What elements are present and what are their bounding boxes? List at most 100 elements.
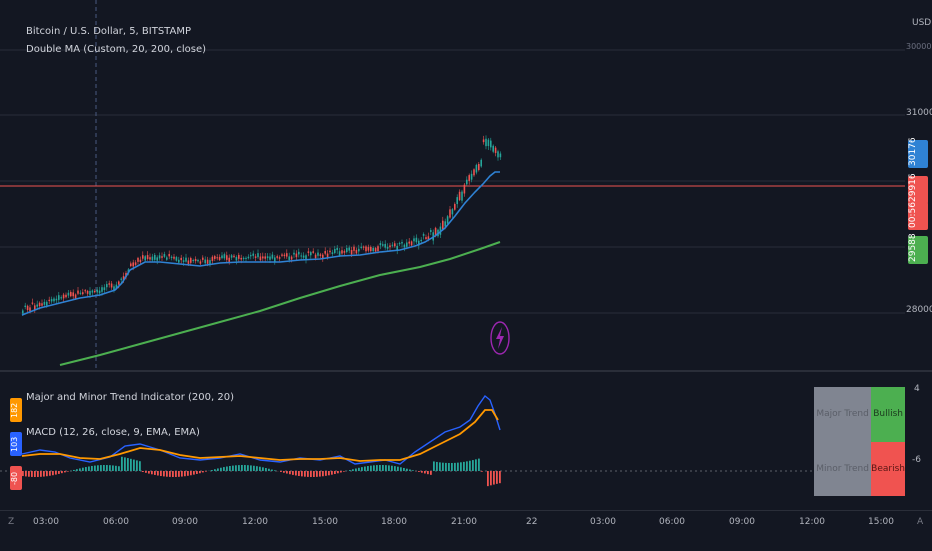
histogram-bar xyxy=(280,471,282,472)
trend-indicator-legend[interactable]: Major and Minor Trend Indicator (200, 20… xyxy=(26,392,234,403)
histogram-bar xyxy=(322,471,324,476)
histogram-bar xyxy=(409,469,411,471)
histogram-bar xyxy=(307,471,309,477)
histogram-bar xyxy=(364,467,366,471)
histogram-bar xyxy=(373,465,375,471)
histogram-bar xyxy=(166,471,168,477)
last-price-tag: 29916 xyxy=(908,176,928,204)
histogram-bar xyxy=(91,466,93,471)
histogram-bar xyxy=(61,471,63,473)
histogram-bar xyxy=(244,465,246,471)
histogram-bar xyxy=(487,471,489,486)
histogram-bar xyxy=(469,461,471,471)
histogram-bar xyxy=(85,467,87,471)
macd-legend[interactable]: MACD (12, 26, close, 9, EMA, EMA) xyxy=(26,427,200,438)
histogram-bar xyxy=(79,468,81,471)
histogram-bar xyxy=(358,468,360,471)
histogram-bar xyxy=(199,471,201,473)
histogram-bar xyxy=(316,471,318,477)
histogram-bar xyxy=(451,463,453,471)
histogram-bar xyxy=(268,469,270,471)
trend-table: Major Trend Bullish Minor Trend Bearish xyxy=(814,387,905,496)
timezone-glyph[interactable]: Z xyxy=(8,517,14,527)
histogram-bar xyxy=(412,470,414,471)
histogram-bar xyxy=(49,471,51,476)
histogram-bar xyxy=(310,471,312,477)
table-row: Major Trend Bullish xyxy=(814,387,905,442)
histogram-bar xyxy=(388,465,390,471)
osc-tag-orange: 182 xyxy=(10,398,22,422)
histogram-bar xyxy=(124,457,126,471)
histogram-bar xyxy=(55,471,57,475)
histogram-bar xyxy=(367,466,369,471)
histogram-bar xyxy=(418,471,420,472)
histogram-bar xyxy=(52,471,54,475)
histogram-bar xyxy=(355,469,357,471)
price-tick-31000: 31000 xyxy=(906,108,932,118)
histogram-bar xyxy=(421,471,423,473)
minor-trend-value: Bearish xyxy=(871,442,905,497)
osc-tag-red: -80 xyxy=(10,466,22,490)
auto-scale-glyph[interactable]: A xyxy=(917,517,923,527)
time-label: 12:00 xyxy=(799,517,825,527)
currency-label: USD xyxy=(912,18,931,28)
histogram-bar xyxy=(271,470,273,471)
histogram-bar xyxy=(211,470,213,471)
candles-group xyxy=(22,135,501,316)
histogram-bar xyxy=(466,461,468,471)
time-label: 09:00 xyxy=(172,517,198,527)
histogram-bar xyxy=(46,471,48,476)
oscillator-pane[interactable]: Major and Minor Trend Indicator (200, 20… xyxy=(0,372,932,510)
histogram-bar xyxy=(331,471,333,475)
histogram-bar xyxy=(187,471,189,476)
histogram-bar xyxy=(139,461,141,471)
histogram-bar xyxy=(241,465,243,471)
major-trend-value: Bullish xyxy=(871,387,905,442)
histogram-bar xyxy=(376,465,378,471)
histogram-bar xyxy=(301,471,303,476)
histogram-bar xyxy=(250,465,252,471)
histogram-bar xyxy=(382,465,384,471)
histogram-bar xyxy=(232,466,234,471)
time-label: 06:00 xyxy=(103,517,129,527)
histogram-bar xyxy=(385,465,387,471)
osc-scale-bottom: -6 xyxy=(912,455,921,465)
time-label: 18:00 xyxy=(381,517,407,527)
histogram-bar xyxy=(424,471,426,473)
histogram-bar xyxy=(217,468,219,471)
indicator-legend[interactable]: Double MA (Custom, 20, 200, close) xyxy=(26,44,206,55)
time-label: 03:00 xyxy=(590,517,616,527)
histogram-bar xyxy=(136,460,138,471)
histogram-bar xyxy=(427,471,429,474)
histogram-bar xyxy=(238,465,240,471)
histogram-bar xyxy=(145,471,147,473)
histogram-bar xyxy=(118,466,120,471)
histogram-bar xyxy=(493,471,495,485)
main-chart-pane[interactable]: Bitcoin / U.S. Dollar, 5, BITSTAMP Doubl… xyxy=(0,0,932,370)
histogram-bar xyxy=(472,460,474,471)
time-label: 12:00 xyxy=(242,517,268,527)
histogram-bar xyxy=(151,471,153,474)
histogram-bar xyxy=(328,471,330,475)
histogram-bar xyxy=(370,466,372,471)
histogram-bar xyxy=(214,469,216,471)
time-axis[interactable]: Z 03:00 06:00 09:00 12:00 15:00 18:00 21… xyxy=(0,510,932,551)
osc-scale-top: 4 xyxy=(914,384,920,394)
histogram-bar xyxy=(67,471,69,472)
histogram-bar xyxy=(73,470,75,471)
histogram-bar xyxy=(193,471,195,475)
histogram-bar xyxy=(202,471,204,472)
histogram-bar xyxy=(178,471,180,477)
histogram-bar xyxy=(334,471,336,474)
major-trend-label: Major Trend xyxy=(814,387,871,442)
ma20-line xyxy=(22,172,500,315)
histogram-bar xyxy=(220,468,222,471)
histogram-bar xyxy=(34,471,36,477)
histogram-bar xyxy=(262,467,264,471)
lightning-icon[interactable] xyxy=(489,320,511,356)
histogram-bar xyxy=(319,471,321,477)
symbol-legend[interactable]: Bitcoin / U.S. Dollar, 5, BITSTAMP xyxy=(26,26,191,37)
histogram-bar xyxy=(337,471,339,473)
histogram-bar xyxy=(406,469,408,471)
main-chart-canvas[interactable] xyxy=(0,0,932,370)
